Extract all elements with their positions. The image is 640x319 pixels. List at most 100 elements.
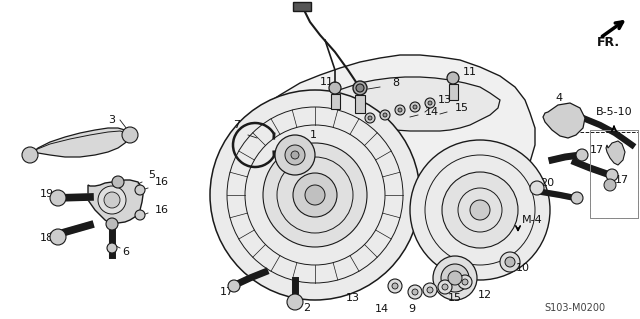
Bar bbox=[590, 130, 638, 218]
Polygon shape bbox=[28, 128, 130, 157]
Circle shape bbox=[442, 284, 448, 290]
Circle shape bbox=[448, 271, 462, 285]
Text: 2: 2 bbox=[303, 303, 310, 313]
Circle shape bbox=[112, 176, 124, 188]
Circle shape bbox=[388, 279, 402, 293]
Polygon shape bbox=[88, 180, 143, 223]
Text: 16: 16 bbox=[155, 177, 169, 187]
Circle shape bbox=[395, 105, 405, 115]
Text: 13: 13 bbox=[438, 95, 452, 105]
Circle shape bbox=[425, 98, 435, 108]
Text: 7: 7 bbox=[233, 120, 240, 130]
Circle shape bbox=[412, 289, 418, 295]
Text: S103-M0200: S103-M0200 bbox=[545, 303, 605, 313]
Circle shape bbox=[135, 185, 145, 195]
Circle shape bbox=[606, 169, 618, 181]
Circle shape bbox=[530, 181, 544, 195]
Text: 15: 15 bbox=[448, 293, 462, 303]
Circle shape bbox=[410, 102, 420, 112]
Bar bbox=[355, 95, 365, 113]
Circle shape bbox=[210, 90, 420, 300]
Circle shape bbox=[50, 190, 66, 206]
Circle shape bbox=[438, 280, 452, 294]
Circle shape bbox=[22, 147, 38, 163]
Polygon shape bbox=[280, 77, 500, 131]
Circle shape bbox=[442, 172, 518, 248]
Bar bbox=[449, 84, 458, 100]
Text: 16: 16 bbox=[155, 205, 169, 215]
Circle shape bbox=[428, 101, 432, 105]
Circle shape bbox=[380, 110, 390, 120]
Text: 18: 18 bbox=[40, 233, 54, 243]
Circle shape bbox=[275, 135, 315, 175]
Circle shape bbox=[441, 264, 469, 292]
Circle shape bbox=[356, 84, 364, 92]
Circle shape bbox=[505, 257, 515, 267]
Polygon shape bbox=[215, 55, 535, 217]
Circle shape bbox=[107, 243, 117, 253]
Circle shape bbox=[98, 186, 126, 214]
Text: M-4: M-4 bbox=[522, 215, 543, 225]
Circle shape bbox=[500, 252, 520, 272]
Text: FR.: FR. bbox=[597, 35, 620, 48]
Text: 12: 12 bbox=[478, 290, 492, 300]
Circle shape bbox=[410, 140, 550, 280]
Circle shape bbox=[263, 143, 367, 247]
Bar bbox=[331, 94, 340, 109]
Text: 15: 15 bbox=[455, 103, 469, 113]
Circle shape bbox=[122, 127, 138, 143]
Circle shape bbox=[398, 108, 402, 112]
Circle shape bbox=[462, 279, 468, 285]
Circle shape bbox=[571, 192, 583, 204]
Text: 3: 3 bbox=[108, 115, 115, 125]
Text: 20: 20 bbox=[540, 178, 554, 188]
Text: 14: 14 bbox=[425, 107, 439, 117]
Text: 11: 11 bbox=[320, 77, 334, 87]
Circle shape bbox=[104, 192, 120, 208]
Circle shape bbox=[458, 275, 472, 289]
Circle shape bbox=[447, 72, 459, 84]
Polygon shape bbox=[606, 141, 625, 165]
Circle shape bbox=[353, 81, 367, 95]
Circle shape bbox=[423, 283, 437, 297]
Text: 14: 14 bbox=[375, 304, 389, 314]
Bar bbox=[590, 130, 638, 218]
Circle shape bbox=[291, 151, 299, 159]
Circle shape bbox=[365, 113, 375, 123]
Text: 9: 9 bbox=[408, 304, 415, 314]
Circle shape bbox=[433, 256, 477, 300]
Text: 10: 10 bbox=[516, 263, 530, 273]
Circle shape bbox=[228, 280, 240, 292]
Text: 17: 17 bbox=[220, 287, 234, 297]
Text: 19: 19 bbox=[40, 189, 54, 199]
Circle shape bbox=[329, 82, 341, 94]
Text: 1: 1 bbox=[310, 130, 317, 140]
Text: 5: 5 bbox=[148, 170, 155, 180]
Circle shape bbox=[106, 218, 118, 230]
Circle shape bbox=[470, 200, 490, 220]
Circle shape bbox=[287, 294, 303, 310]
Text: 6: 6 bbox=[122, 247, 129, 257]
Text: 17: 17 bbox=[615, 175, 629, 185]
Circle shape bbox=[293, 173, 337, 217]
Circle shape bbox=[427, 287, 433, 293]
Polygon shape bbox=[543, 103, 585, 138]
Bar bbox=[293, 2, 311, 11]
Circle shape bbox=[368, 116, 372, 120]
Text: 17: 17 bbox=[590, 145, 604, 155]
Circle shape bbox=[135, 210, 145, 220]
Circle shape bbox=[392, 283, 398, 289]
Circle shape bbox=[50, 229, 66, 245]
Circle shape bbox=[576, 149, 588, 161]
Circle shape bbox=[383, 113, 387, 117]
Text: B-5-10: B-5-10 bbox=[596, 107, 632, 117]
Circle shape bbox=[604, 179, 616, 191]
Circle shape bbox=[413, 105, 417, 109]
Circle shape bbox=[408, 285, 422, 299]
Text: 11: 11 bbox=[463, 67, 477, 77]
Circle shape bbox=[305, 185, 325, 205]
Text: 4: 4 bbox=[555, 93, 562, 103]
Circle shape bbox=[285, 145, 305, 165]
Text: 13: 13 bbox=[346, 293, 360, 303]
Text: 8: 8 bbox=[392, 78, 399, 88]
